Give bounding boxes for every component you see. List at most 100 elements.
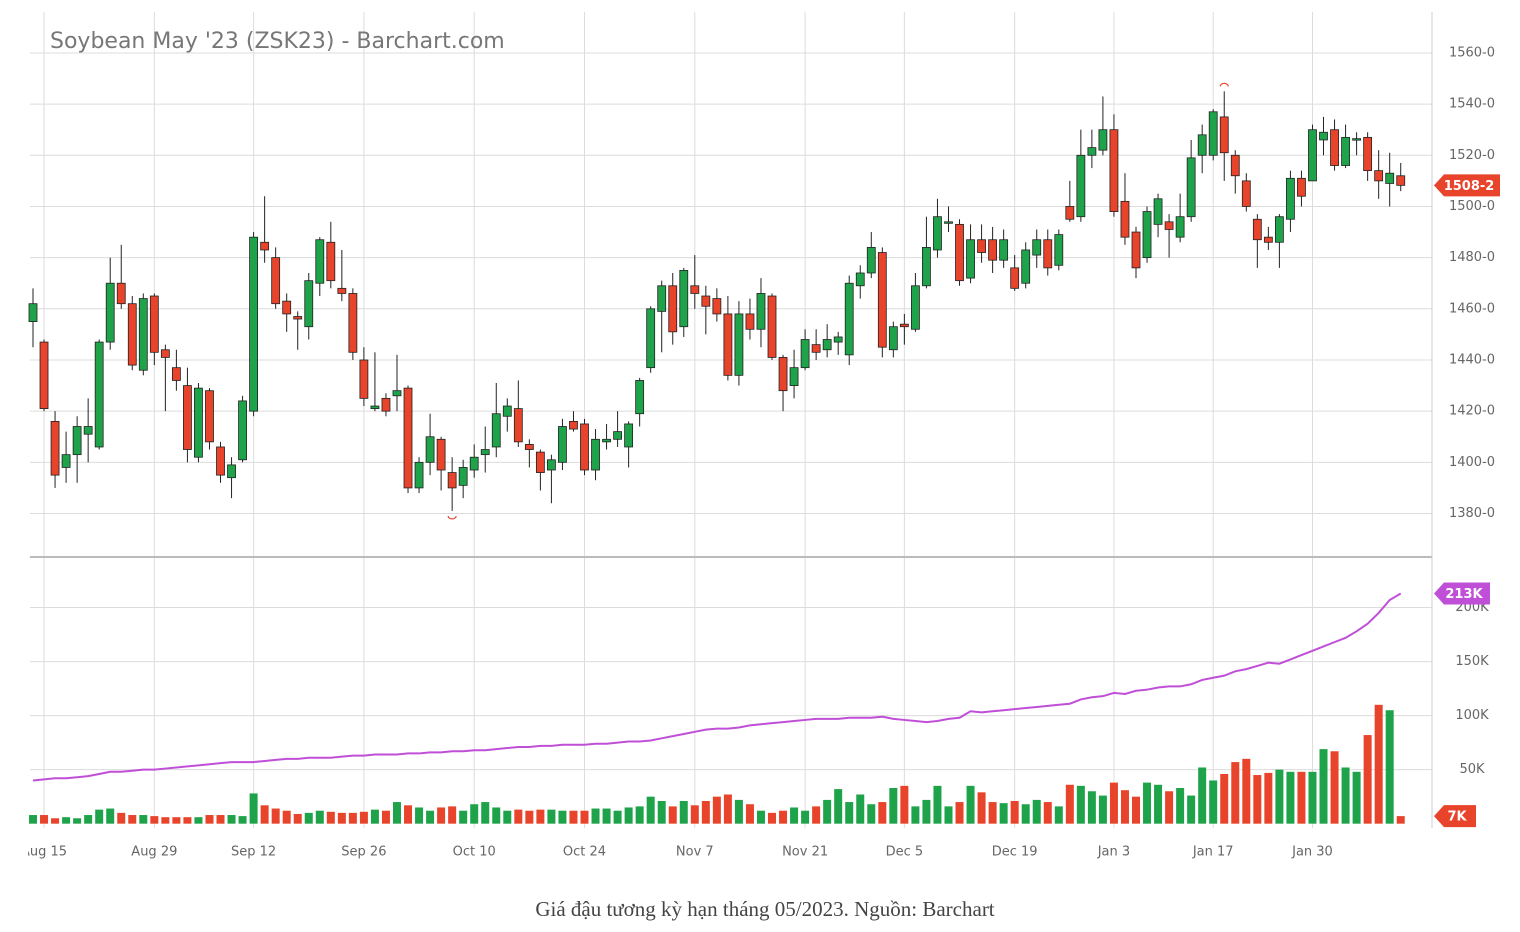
candle-body — [535, 451, 545, 473]
candle-body — [922, 246, 931, 287]
y-tick-label: 1400-0 — [1449, 455, 1495, 470]
candle-body — [1010, 267, 1020, 289]
x-tick-label: Aug 15 — [21, 845, 67, 860]
volume-bar — [613, 810, 622, 824]
candle-body — [1252, 218, 1262, 241]
candle-body — [1054, 234, 1064, 266]
candle-body — [701, 295, 711, 307]
volume-bar — [73, 818, 82, 824]
volume-bar — [1109, 782, 1118, 824]
volume-bar — [955, 802, 964, 824]
candle-body — [1175, 216, 1185, 238]
volume-bar — [768, 812, 777, 824]
volume-bar — [381, 810, 390, 824]
volume-bar — [966, 785, 975, 824]
candle-body — [304, 280, 314, 328]
candle-body — [502, 405, 512, 417]
candle-body — [1043, 239, 1053, 269]
volume-bar — [1264, 772, 1273, 824]
candle-body — [811, 344, 821, 353]
volume-bar — [1209, 780, 1218, 824]
volume-bar — [712, 796, 721, 824]
low-marker — [447, 515, 457, 520]
candle-body — [1263, 236, 1273, 243]
volume-bar — [1187, 795, 1196, 824]
volume-bar — [359, 811, 368, 824]
volume-bar — [536, 809, 545, 824]
volume-bar — [1275, 769, 1284, 824]
candle-body — [171, 367, 181, 381]
y-tick-label: 1500-0 — [1449, 199, 1495, 214]
candle-body — [1131, 231, 1141, 269]
volume-bar — [1297, 771, 1306, 824]
candle-body — [1098, 129, 1108, 151]
volume-bar — [734, 799, 743, 824]
candle-body — [933, 216, 942, 251]
candle-body — [194, 387, 203, 458]
volume-bar — [1143, 782, 1152, 824]
candle-body — [260, 241, 270, 251]
candle-body — [370, 405, 380, 409]
candle-body — [414, 461, 424, 489]
candle-body — [866, 246, 876, 274]
volume-bar — [1043, 802, 1052, 824]
candle-body — [844, 282, 854, 356]
candle-body — [1208, 111, 1218, 156]
candle-body — [348, 293, 358, 353]
volume-bar — [823, 799, 832, 824]
volume-bar — [1231, 762, 1240, 824]
candle-body — [778, 357, 788, 392]
candle-body — [238, 400, 247, 461]
volume-bar — [558, 810, 567, 824]
candle-body — [315, 239, 325, 284]
volume-bar — [161, 817, 170, 824]
candle-body — [558, 426, 567, 463]
candle-body — [767, 295, 777, 358]
chart-title: Soybean May '23 (ZSK23) - Barchart.com — [50, 29, 505, 54]
candle-body — [657, 285, 667, 312]
volume-bar — [635, 806, 644, 824]
volume-bar — [426, 810, 435, 824]
volume-bar — [1330, 751, 1339, 824]
candle-body — [183, 385, 192, 450]
x-tick-label: Dec 19 — [992, 845, 1038, 860]
candle-body — [513, 408, 523, 443]
volume-bar — [1385, 710, 1394, 824]
y-tick-label: 100K — [1455, 708, 1489, 723]
candle-body — [227, 464, 236, 479]
volume-bar — [139, 815, 148, 824]
volume-bar — [282, 810, 291, 824]
candle-body — [1087, 147, 1097, 156]
volume-bar — [867, 804, 876, 824]
candle-body — [216, 446, 225, 476]
candle-body — [1396, 175, 1406, 186]
volume-bar — [1286, 771, 1295, 824]
volume-bar — [271, 808, 280, 824]
volume-bar — [988, 802, 997, 824]
volume-bar — [790, 807, 799, 824]
volume-bar — [624, 807, 633, 824]
candle-body — [723, 313, 733, 376]
candle-body — [1142, 211, 1152, 259]
candle-body — [50, 420, 60, 476]
volume-bar — [1098, 795, 1107, 824]
candle-body — [469, 456, 479, 471]
volume-bar — [580, 810, 589, 824]
y-tick-label: 1460-0 — [1449, 301, 1495, 316]
volume-bar — [889, 788, 898, 824]
candle-body — [1352, 138, 1361, 141]
x-tick-label: Sep 12 — [231, 845, 276, 860]
value-tag — [1434, 582, 1490, 605]
candle-body — [94, 341, 104, 448]
volume-bar — [1176, 788, 1185, 824]
candle-body — [249, 236, 259, 412]
volume-bar — [1010, 800, 1019, 824]
candle-body — [1341, 136, 1350, 166]
x-tick-label: Sep 26 — [341, 845, 386, 860]
candle-body — [149, 295, 159, 353]
volume-bar — [470, 804, 479, 824]
marks-layer — [28, 82, 1406, 824]
volume-bar — [172, 817, 181, 824]
candle-body — [359, 359, 369, 399]
